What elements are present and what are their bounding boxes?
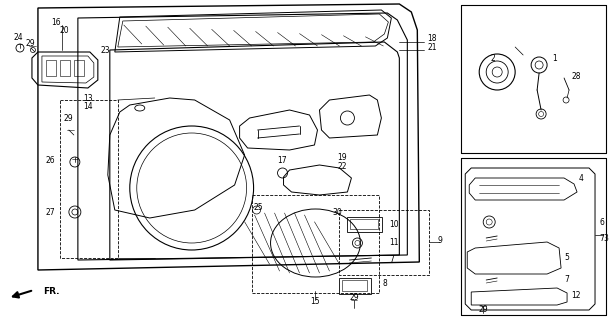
Text: 29: 29 bbox=[25, 38, 35, 47]
Text: 12: 12 bbox=[571, 291, 580, 300]
Text: FR.: FR. bbox=[43, 286, 60, 295]
Text: 22: 22 bbox=[337, 162, 347, 171]
Text: 10: 10 bbox=[389, 220, 399, 228]
Text: 8: 8 bbox=[382, 278, 387, 287]
Text: 18: 18 bbox=[428, 34, 437, 43]
Bar bbox=[60, 60, 70, 76]
Text: 29: 29 bbox=[63, 114, 72, 123]
Text: 28: 28 bbox=[571, 71, 580, 81]
Bar bbox=[339, 210, 429, 275]
Bar bbox=[339, 278, 371, 294]
Text: 7: 7 bbox=[389, 255, 394, 265]
Text: 24: 24 bbox=[13, 33, 23, 42]
Text: 19: 19 bbox=[337, 153, 347, 162]
Text: 21: 21 bbox=[428, 43, 437, 52]
Text: 7: 7 bbox=[599, 234, 604, 243]
Text: 29: 29 bbox=[350, 293, 359, 302]
Text: 27: 27 bbox=[45, 207, 55, 217]
Text: 2: 2 bbox=[491, 53, 496, 62]
Bar bbox=[46, 60, 56, 76]
Text: 4: 4 bbox=[579, 173, 584, 182]
Text: 6: 6 bbox=[599, 218, 604, 227]
Text: 20: 20 bbox=[59, 26, 69, 35]
Text: 29: 29 bbox=[479, 306, 488, 315]
Text: 15: 15 bbox=[311, 298, 320, 307]
Text: 25: 25 bbox=[253, 203, 263, 212]
Text: 30: 30 bbox=[333, 207, 342, 217]
Text: 17: 17 bbox=[276, 156, 286, 164]
Bar bbox=[347, 217, 382, 232]
Bar bbox=[74, 60, 84, 76]
Text: 16: 16 bbox=[51, 18, 61, 27]
Text: 5: 5 bbox=[564, 253, 569, 262]
Text: 1: 1 bbox=[552, 53, 557, 62]
Bar bbox=[350, 219, 378, 229]
Text: 3: 3 bbox=[603, 234, 608, 243]
Text: 23: 23 bbox=[101, 45, 110, 54]
Bar bbox=[342, 280, 367, 291]
Text: 14: 14 bbox=[83, 101, 93, 110]
Text: 11: 11 bbox=[389, 237, 399, 246]
Bar bbox=[252, 195, 379, 293]
Text: 9: 9 bbox=[437, 236, 442, 244]
Text: 13: 13 bbox=[83, 93, 93, 102]
Text: 26: 26 bbox=[45, 156, 55, 164]
Text: 7: 7 bbox=[564, 276, 569, 284]
